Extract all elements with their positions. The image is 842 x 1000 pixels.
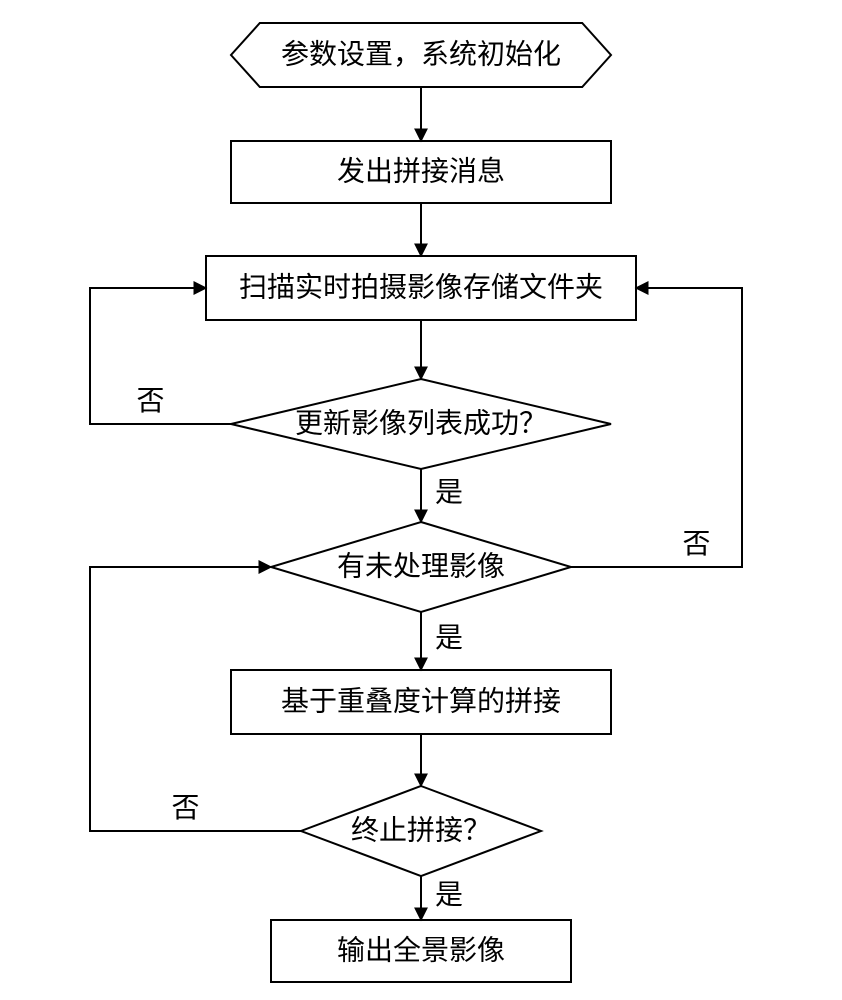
node-label: 发出拼接消息 [337,156,505,188]
edge-label: 否 [171,793,199,824]
node-n7: 终止拼接？ [301,786,541,876]
node-n8: 输出全景影像 [271,920,571,982]
node-n4: 更新影像列表成功？ [231,379,611,469]
node-label: 有未处理影像 [337,551,505,583]
flowchart-canvas: 参数设置，系统初始化发出拼接消息扫描实时拍摄影像存储文件夹更新影像列表成功？ 有未… [0,0,842,1000]
node-n2: 发出拼接消息 [231,141,611,203]
node-n5: 有未处理影像 [271,522,571,612]
edge-label: 是 [435,623,463,654]
edge-n7-n5 [90,567,301,831]
edge-label: 否 [136,386,164,417]
node-n3: 扫描实时拍摄影像存储文件夹 [206,256,636,320]
node-n1: 参数设置，系统初始化 [231,23,611,87]
node-label: 终止拼接？ [351,815,491,847]
node-n6: 基于重叠度计算的拼接 [231,670,611,734]
edge-label: 是 [435,880,463,911]
node-label: 更新影像列表成功？ [295,408,547,440]
node-label: 参数设置，系统初始化 [281,39,561,71]
node-label: 扫描实时拍摄影像存储文件夹 [239,272,603,304]
edge-label: 是 [435,478,463,509]
edge-label: 否 [682,529,710,560]
node-label: 输出全景影像 [337,935,505,967]
node-label: 基于重叠度计算的拼接 [281,686,561,718]
